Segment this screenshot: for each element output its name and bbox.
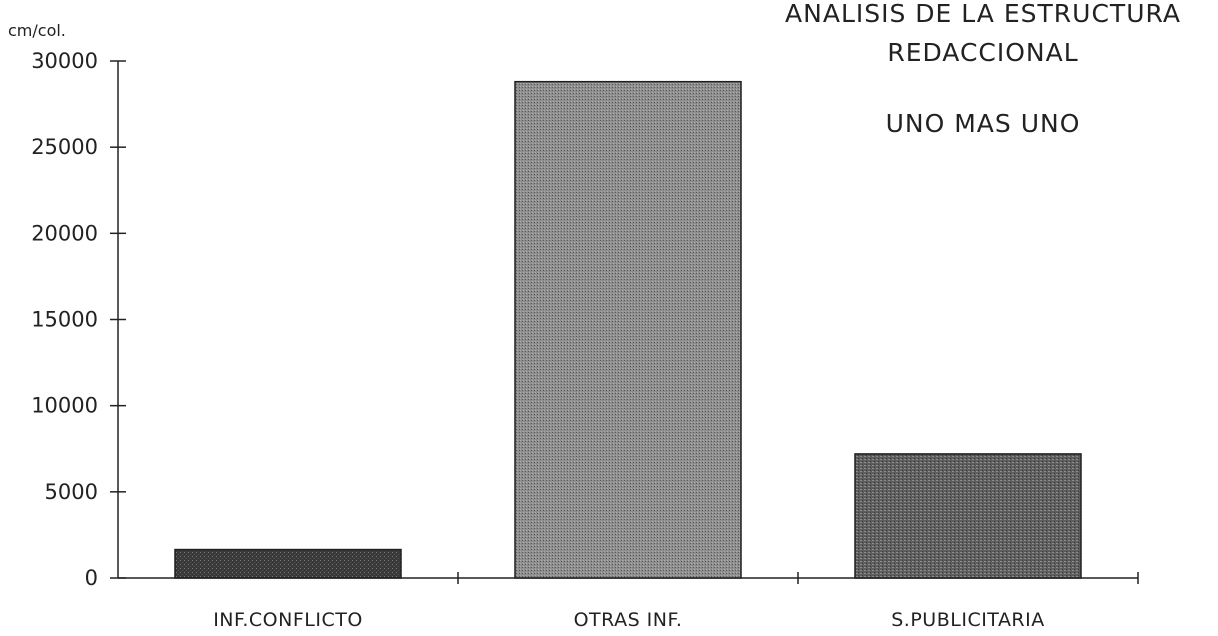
- chart-subtitle: UNO MAS UNO: [886, 109, 1081, 138]
- y-axis: 0 5000 10000 15000 20000 25000 30000: [31, 49, 126, 590]
- x-axis-labels: INF.CONFLICTO OTRAS INF. S.PUBLICITARIA: [213, 609, 1045, 631]
- y-tick-label-30000: 30000: [31, 49, 98, 73]
- y-tick-label-15000: 15000: [31, 308, 98, 332]
- bar-otras-inf-: [514, 80, 742, 579]
- x-tick-label-otras-inf-: OTRAS INF.: [574, 609, 683, 631]
- bar-s-publicitaria: [854, 453, 1082, 579]
- bars: [174, 80, 1082, 579]
- y-tick-label-20000: 20000: [31, 221, 98, 245]
- bar-inf-conflicto: [174, 548, 402, 579]
- chart-title: ANALISIS DE LA ESTRUCTURA REDACCIONAL UN…: [785, 0, 1181, 138]
- y-tick-label-25000: 25000: [31, 135, 98, 159]
- y-tick-label-5000: 5000: [45, 480, 98, 504]
- x-tick-label-s-publicitaria: S.PUBLICITARIA: [891, 609, 1045, 631]
- chart-title-line-1: ANALISIS DE LA ESTRUCTURA: [785, 0, 1181, 28]
- chart-title-line-2: REDACCIONAL: [887, 38, 1078, 67]
- y-tick-label-0: 0: [85, 566, 98, 590]
- x-tick-label-inf-conflicto: INF.CONFLICTO: [213, 609, 363, 631]
- y-tick-label-10000: 10000: [31, 394, 98, 418]
- y-axis-unit-label: cm/col.: [8, 21, 66, 40]
